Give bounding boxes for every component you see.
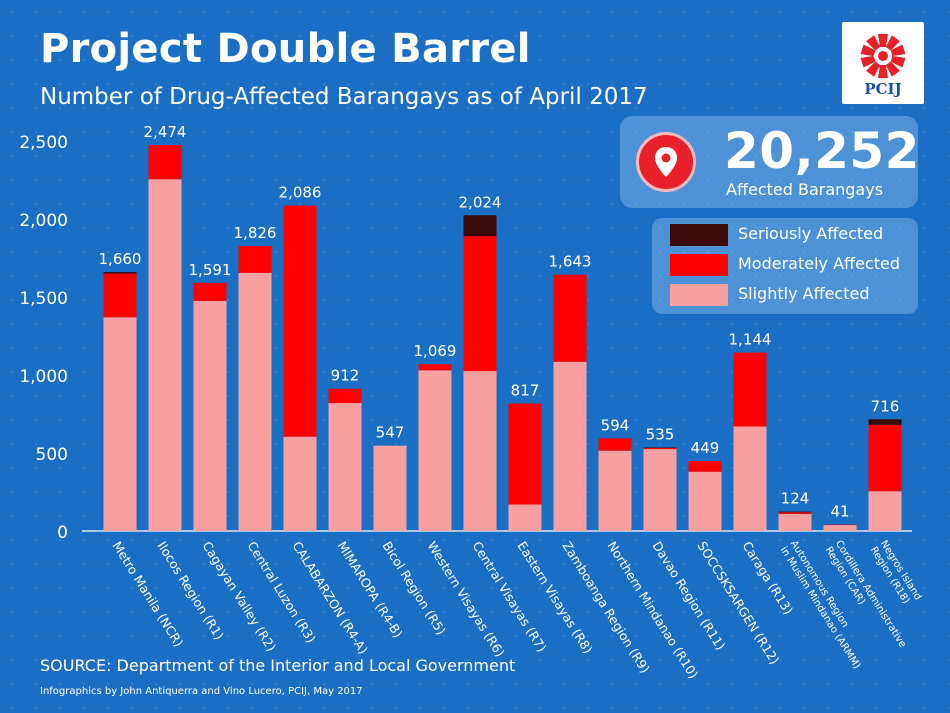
- bar-segment: [463, 236, 497, 372]
- bar-segment: [238, 272, 272, 531]
- bar-segment: [463, 215, 497, 237]
- data-label: 1,643: [549, 253, 592, 271]
- bar-segment: [103, 317, 137, 531]
- data-label: 547: [376, 424, 405, 442]
- bar-segment: [418, 370, 452, 531]
- legend-label-seriously: Seriously Affected: [738, 224, 884, 243]
- bar-segment: [373, 445, 407, 531]
- legend-swatch-slightly: [670, 284, 728, 306]
- x-tick-label: Western Visayas (R6): [424, 539, 507, 660]
- bar-segment: [868, 424, 902, 492]
- page-subtitle: Number of Drug-Affected Barangays as of …: [40, 84, 648, 110]
- data-label: 912: [331, 367, 360, 385]
- bar-segment: [103, 272, 137, 274]
- bar-segment: [328, 388, 362, 404]
- bar-segment: [283, 436, 317, 531]
- bar-segment: [193, 300, 227, 531]
- data-label: 817: [511, 382, 540, 400]
- y-tick-label: 2,500: [19, 133, 68, 153]
- bar-segment: [598, 450, 632, 531]
- bar-segment: [553, 274, 587, 362]
- total-value: 20,252: [724, 122, 920, 180]
- bar-segment: [463, 371, 497, 531]
- y-tick-label: 1,500: [19, 289, 68, 309]
- bar-segment: [868, 419, 902, 425]
- pcij-logo: PCIJ: [842, 22, 924, 104]
- x-tick-label: SOCCSKSARGEN (R12): [694, 539, 782, 667]
- bar-segment: [598, 438, 632, 451]
- data-label: 41: [830, 503, 849, 521]
- y-tick-label: 500: [36, 445, 68, 465]
- source-note: SOURCE: Department of the Interior and L…: [40, 656, 516, 675]
- data-label: 2,086: [279, 184, 322, 202]
- y-tick-label: 1,000: [19, 367, 68, 387]
- bar-segment: [733, 426, 767, 531]
- location-pin-icon: [636, 132, 696, 192]
- data-label: 449: [691, 439, 720, 457]
- y-tick-label: 2,000: [19, 211, 68, 231]
- bar-segment: [508, 403, 542, 505]
- credits-note: Infographics by John Antiquerra and Vino…: [40, 686, 363, 697]
- x-tick-label: Zamboanga Region (R9): [559, 539, 652, 676]
- bar-segment: [508, 504, 542, 531]
- bar-segment: [193, 282, 227, 301]
- bar-segment: [778, 512, 812, 514]
- bar-segment: [148, 179, 182, 531]
- data-label: 2,474: [144, 123, 187, 141]
- data-label: 716: [871, 397, 900, 415]
- data-label: 1,826: [234, 224, 277, 242]
- bar-segment: [553, 361, 587, 531]
- data-label: 535: [646, 426, 675, 444]
- bar-segment: [238, 246, 272, 273]
- bar-segment: [148, 145, 182, 180]
- data-label: 2,024: [459, 193, 502, 211]
- legend-swatch-seriously: [670, 224, 728, 246]
- bar-segment: [688, 460, 722, 472]
- data-label: 124: [781, 490, 810, 508]
- bar-segment: [778, 513, 812, 531]
- pcij-logo-text: PCIJ: [864, 80, 902, 98]
- total-callout: 20,252 Affected Barangays: [620, 116, 920, 208]
- legend-swatch-moderately: [670, 254, 728, 276]
- bar-segment: [418, 364, 452, 371]
- bar-segment: [868, 491, 902, 531]
- chart-legend: Seriously Affected Moderately Affected S…: [652, 218, 918, 314]
- bar-segment: [823, 525, 857, 531]
- page-title: Project Double Barrel: [40, 26, 531, 72]
- data-label: 1,591: [189, 261, 232, 279]
- bar-segment: [103, 273, 137, 318]
- bar-segment: [283, 205, 317, 437]
- legend-label-slightly: Slightly Affected: [738, 284, 870, 303]
- y-tick-label: 0: [57, 523, 68, 543]
- bar-segment: [733, 352, 767, 427]
- bar-segment: [688, 471, 722, 531]
- legend-label-moderately: Moderately Affected: [738, 254, 900, 273]
- data-label: 1,144: [729, 331, 772, 349]
- bar-segment: [778, 511, 812, 513]
- bar-segment: [643, 449, 677, 531]
- total-label: Affected Barangays: [726, 180, 884, 199]
- bar-segment: [328, 403, 362, 531]
- data-label: 1,660: [99, 250, 142, 268]
- data-label: 1,069: [414, 342, 457, 360]
- pcij-logo-icon: [860, 34, 906, 78]
- data-label: 594: [601, 416, 630, 434]
- bar-segment: [643, 448, 677, 450]
- x-tick-label: Northern Mindanao (R10): [604, 539, 701, 682]
